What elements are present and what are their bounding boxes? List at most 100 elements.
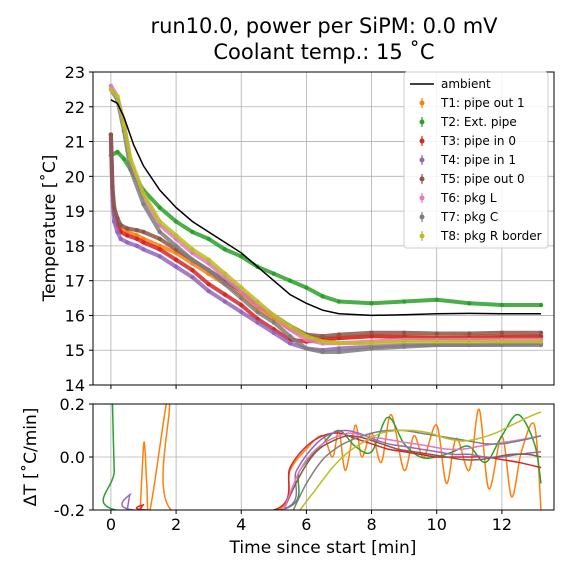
series-t5-pipe-out-0-point — [434, 331, 439, 336]
series-t2-ext-pipe-point — [336, 299, 342, 304]
series-t7-pkg-c-point — [239, 295, 244, 301]
top-y-tick-label: 21 — [65, 133, 85, 152]
legend-label: T5: pipe out 0 — [440, 172, 525, 186]
series-t7-pkg-c-point — [190, 257, 195, 262]
series-t5-pipe-out-0-point — [141, 229, 146, 235]
series-t3-pipe-in-0-point — [538, 334, 544, 339]
series-t3-pipe-in-0-point — [369, 334, 374, 339]
series-t8-pkg-r-border-point — [222, 271, 228, 276]
legend-marker-t1-pipe-out-1 — [419, 100, 425, 106]
top-y-axis-label: Temperature [˚C] — [39, 155, 60, 303]
series-t5-pipe-out-0-point — [118, 222, 123, 228]
series-t5-pipe-out-0-point — [320, 334, 325, 339]
series-t7-pkg-c-point — [206, 268, 211, 273]
series-t7-pkg-c-point — [173, 243, 179, 249]
series-t7-pkg-c-point — [222, 281, 228, 287]
series-t2-ext-pipe-point — [538, 302, 544, 308]
series-t4-pipe-in-1-point — [125, 240, 130, 245]
x-tick-label: 12 — [492, 515, 512, 534]
series-t2-ext-pipe-point — [320, 294, 325, 299]
top-y-tick-label: 16 — [65, 306, 85, 325]
series-t5-pipe-out-0-point — [499, 330, 505, 336]
bottom-series-group — [102, 404, 542, 510]
top-y-tick-label: 18 — [65, 237, 85, 256]
x-tick-label: 4 — [236, 515, 246, 534]
legend-marker-t2-ext-pipe — [419, 119, 425, 125]
x-tick-label: 10 — [427, 515, 447, 534]
chart-title: run10.0, power per SiPM: 0.0 mV — [150, 14, 498, 38]
series-t7-pkg-c-point — [141, 201, 146, 207]
top-y-tick-label: 14 — [65, 376, 85, 395]
series-t7-pkg-c-point — [157, 229, 162, 235]
series-t5-pipe-out-0-point — [110, 184, 115, 189]
series-t2-ext-pipe-point — [271, 271, 277, 276]
series-t4-pipe-in-1-point — [111, 219, 117, 224]
series-t2-ext-pipe-point — [115, 149, 120, 155]
series-ambient-line — [110, 99, 541, 317]
series-t8-pkg-r-border-point — [271, 313, 277, 318]
top-y-tick-label: 23 — [65, 63, 85, 82]
series-t3-pipe-in-0-point — [173, 257, 179, 262]
legend-marker-t5-pipe-out-0 — [419, 176, 425, 182]
series-t8-pkg-r-border-point — [128, 156, 133, 162]
series-t2-ext-pipe-point — [401, 299, 407, 304]
series-t7-pkg-c-point — [538, 342, 544, 348]
series-t4-pipe-in-1-point — [206, 288, 211, 294]
top-y-tick-label: 22 — [65, 98, 85, 117]
bottom-y-tick-label: 0.2 — [60, 395, 85, 414]
series-t8-pkg-r-border-point — [467, 339, 472, 344]
series-t7-pkg-c-point — [304, 346, 309, 351]
series-t4-pipe-in-1-point — [115, 229, 120, 235]
derivative-t8-pkg-r-border-line — [299, 411, 542, 510]
series-t8-pkg-r-border-point — [190, 247, 195, 252]
bottom-y-axis-label: ΔT [˚C/min] — [20, 408, 41, 507]
series-t8-pkg-r-border-point — [538, 339, 544, 344]
top-series-group — [108, 83, 544, 355]
series-t8-pkg-r-border-point — [434, 339, 439, 344]
series-t8-pkg-r-border-point — [206, 257, 211, 262]
series-t2-ext-pipe-point — [173, 219, 179, 224]
series-t3-pipe-in-0-point — [141, 240, 146, 245]
legend-marker-t4-pipe-in-1 — [419, 157, 425, 163]
series-t2-ext-pipe-point — [206, 236, 211, 242]
series-t3-pipe-in-0-point — [239, 302, 244, 308]
series-t7-pkg-c-point — [287, 334, 293, 339]
top-y-tick-label: 17 — [65, 272, 85, 291]
bottom-plot: 0 2 4 6 8 10 12 -0.2 0.0 0.2 ΔT [˚C/min] Time sin… — [20, 395, 555, 558]
derivative-t1-pipe-out-1-line — [139, 404, 542, 510]
series-t8-pkg-r-border-point — [304, 334, 309, 339]
series-t8-pkg-r-border-point — [108, 87, 114, 92]
derivative-t6-pkg-l-line — [282, 432, 542, 510]
legend-box — [403, 71, 549, 249]
series-t7-pkg-c-point — [369, 346, 374, 351]
series-t7-pkg-c-point — [499, 342, 505, 348]
bottom-y-tick-label: -0.2 — [54, 501, 85, 520]
series-t6-pkg-l-point — [108, 83, 114, 89]
series-t4-pipe-in-1-point — [141, 247, 146, 252]
series-t8-pkg-r-border-point — [157, 219, 162, 224]
series-t7-pkg-c-point — [467, 342, 472, 348]
series-t5-pipe-out-0-point — [369, 330, 374, 336]
top-y-tick-label: 19 — [65, 202, 85, 221]
series-t3-pipe-in-0-point — [336, 335, 342, 341]
series-t4-pipe-in-1-point — [255, 320, 260, 325]
legend-label: T1: pipe out 1 — [440, 96, 525, 110]
legend-marker-t8-pkg-r-border — [419, 233, 425, 239]
bottom-tick-labels: 0 2 4 6 8 10 12 -0.2 0.0 0.2 — [54, 395, 512, 534]
x-tick-label: 6 — [301, 515, 311, 534]
derivative-t4-pipe-in-1-line — [121, 429, 542, 510]
series-t2-ext-pipe-point — [369, 301, 374, 306]
series-t7-pkg-c-point — [271, 320, 277, 325]
series-t5-pipe-out-0-point — [125, 226, 130, 231]
legend-label: T4: pipe in 1 — [440, 153, 516, 167]
series-t5-pipe-out-0-point — [401, 330, 407, 336]
series-t7-pkg-c-point — [434, 342, 439, 348]
legend-label: T2: Ext. pipe — [440, 115, 517, 129]
series-t3-pipe-in-0-point — [157, 247, 162, 252]
series-t8-pkg-r-border-point — [320, 339, 325, 344]
series-t8-pkg-r-border-point — [401, 339, 407, 344]
series-t3-pipe-in-0-point — [206, 281, 211, 287]
series-t4-pipe-in-1-point — [134, 243, 140, 249]
series-t8-pkg-r-border-point — [499, 339, 505, 344]
